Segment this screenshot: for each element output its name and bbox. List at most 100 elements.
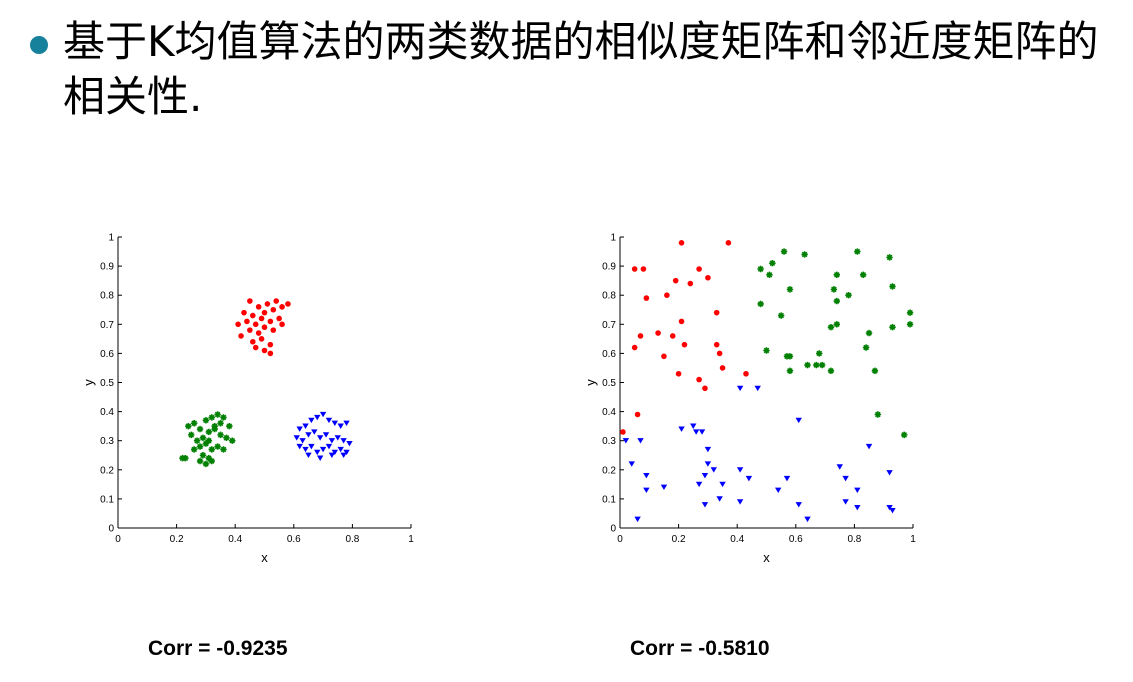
data-point-star bbox=[214, 411, 221, 418]
data-point-star bbox=[777, 312, 785, 319]
y-tick-label: 1 bbox=[108, 233, 114, 244]
data-point-triangle bbox=[795, 417, 802, 424]
data-point-triangle bbox=[745, 475, 753, 482]
data-point-triangle bbox=[302, 446, 309, 453]
data-point-star bbox=[854, 248, 861, 255]
data-point-star bbox=[220, 414, 227, 421]
data-point-star bbox=[223, 434, 230, 441]
data-point-star bbox=[205, 454, 213, 462]
data-point-star bbox=[901, 431, 908, 439]
data-point-triangle bbox=[698, 429, 706, 435]
data-point-star bbox=[801, 251, 808, 258]
data-point-circle bbox=[252, 321, 259, 328]
data-point-star bbox=[833, 321, 841, 328]
data-point-star bbox=[211, 422, 218, 430]
y-tick-label: 0.8 bbox=[602, 291, 616, 302]
data-point-triangle bbox=[314, 449, 321, 456]
data-point-star bbox=[202, 440, 210, 447]
data-point-star bbox=[208, 446, 215, 453]
data-point-circle bbox=[664, 292, 670, 299]
data-point-star bbox=[813, 361, 820, 369]
data-point-circle bbox=[669, 333, 676, 339]
data-point-triangle bbox=[865, 443, 873, 450]
data-point-star bbox=[757, 300, 764, 308]
data-point-star bbox=[196, 443, 204, 450]
data-point-star bbox=[830, 286, 838, 293]
data-point-star bbox=[185, 422, 192, 430]
series-star bbox=[757, 248, 914, 439]
data-point-star bbox=[786, 286, 794, 293]
data-point-triangle bbox=[322, 432, 330, 438]
data-point-triangle bbox=[331, 420, 339, 427]
scatter-chart-1: 0 0.2 0.4 0.6 0.8 1 0 0.1 0.2 0.3 0.4 0.5 0.6 0.7 0.8 0… bbox=[81, 233, 414, 566]
y-tick-label: 0.9 bbox=[100, 262, 114, 273]
data-point-triangle bbox=[637, 438, 644, 444]
y-tick-label: 0.1 bbox=[100, 494, 114, 505]
data-point-circle bbox=[702, 385, 708, 392]
data-point-triangle bbox=[325, 443, 333, 450]
data-point-triangle bbox=[331, 449, 339, 456]
data-point-circle bbox=[743, 370, 749, 377]
data-point-star bbox=[818, 361, 826, 369]
y-tick-label: 0.7 bbox=[602, 320, 616, 331]
data-point-star bbox=[202, 460, 210, 468]
data-point-star bbox=[208, 457, 215, 465]
data-point-star bbox=[179, 454, 186, 462]
x-axis-label: x bbox=[261, 550, 268, 565]
y-tick-label: 0.5 bbox=[602, 378, 616, 389]
data-point-circle bbox=[235, 321, 241, 328]
data-point-circle bbox=[249, 338, 256, 345]
data-point-circle bbox=[716, 350, 723, 357]
data-point-circle bbox=[252, 344, 259, 351]
data-point-star bbox=[190, 446, 198, 453]
data-point-star bbox=[833, 271, 841, 279]
data-point-triangle bbox=[628, 461, 635, 467]
data-point-star bbox=[889, 283, 896, 290]
data-point-triangle bbox=[842, 475, 849, 482]
data-point-circle bbox=[273, 298, 280, 304]
data-point-circle bbox=[267, 318, 274, 325]
y-tick-label: 0.3 bbox=[602, 436, 616, 447]
data-point-star bbox=[769, 259, 776, 267]
data-point-circle bbox=[247, 327, 253, 333]
data-point-triangle bbox=[678, 426, 685, 432]
data-point-star bbox=[906, 309, 914, 316]
data-point-circle bbox=[270, 327, 277, 333]
data-point-star bbox=[871, 367, 879, 375]
data-point-star bbox=[196, 425, 204, 433]
data-point-triangle bbox=[343, 449, 350, 456]
data-point-star bbox=[199, 452, 207, 459]
data-point-triangle bbox=[293, 435, 300, 441]
data-point-circle bbox=[249, 312, 256, 319]
data-point-star bbox=[763, 347, 770, 354]
data-point-triangle bbox=[795, 502, 802, 508]
data-point-circle bbox=[643, 295, 650, 301]
data-point-triangle bbox=[340, 438, 347, 444]
data-point-circle bbox=[255, 330, 262, 336]
y-tick-label: 0.4 bbox=[602, 407, 616, 418]
data-point-circle bbox=[655, 330, 661, 336]
data-point-star bbox=[816, 350, 823, 357]
data-point-circle bbox=[687, 280, 694, 287]
x-tick-label: 0.6 bbox=[287, 534, 301, 545]
data-point-circle bbox=[276, 315, 282, 322]
y-tick-label: 0.5 bbox=[100, 378, 114, 389]
data-point-circle bbox=[705, 274, 711, 281]
data-point-star bbox=[214, 443, 221, 450]
data-point-circle bbox=[696, 266, 702, 272]
series-star bbox=[179, 411, 236, 468]
corr-caption-right: Corr = -0.5810 bbox=[630, 637, 770, 660]
data-point-star bbox=[783, 353, 791, 360]
data-point-star bbox=[188, 431, 195, 439]
data-point-triangle bbox=[622, 438, 630, 444]
y-axis-label: y bbox=[583, 379, 598, 386]
data-point-star bbox=[886, 254, 893, 261]
data-point-star bbox=[786, 367, 794, 375]
data-point-triangle bbox=[701, 473, 709, 479]
data-point-star bbox=[205, 437, 213, 444]
y-tick-label: 0.3 bbox=[100, 436, 114, 447]
data-point-star bbox=[217, 420, 224, 427]
data-point-triangle bbox=[643, 487, 650, 493]
data-point-triangle bbox=[299, 438, 306, 444]
data-point-triangle bbox=[736, 385, 744, 392]
